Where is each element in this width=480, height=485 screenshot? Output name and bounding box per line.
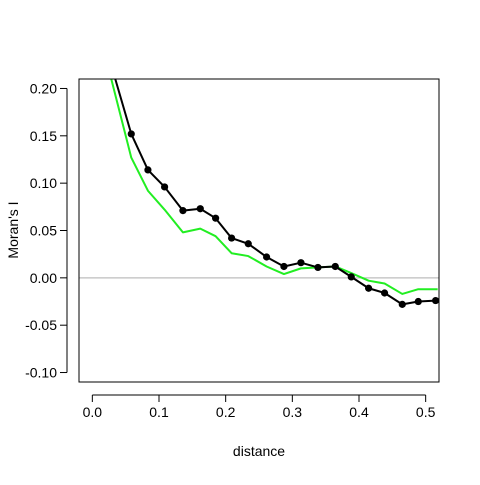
series-point-0-6: [212, 214, 220, 222]
series-point-0-8: [244, 240, 252, 248]
x-tick-label-5: 0.5: [416, 404, 436, 420]
y-tick-label-1: -0.05: [25, 317, 57, 333]
series-point-0-19: [432, 296, 439, 305]
series-point-0-9: [263, 253, 271, 261]
y-tick-label-4: 0.10: [30, 175, 57, 191]
series-point-0-4: [179, 207, 187, 215]
series-point-0-17: [398, 300, 406, 308]
series-point-0-14: [347, 273, 355, 281]
y-axis-title: Moran's I: [5, 201, 21, 258]
x-tick-label-3: 0.3: [283, 404, 303, 420]
series-line-1: [110, 79, 438, 295]
x-axis-title: distance: [233, 443, 285, 459]
y-tick-label-2: 0.00: [30, 270, 57, 286]
series-point-0-11: [297, 259, 305, 267]
series-point-0-2: [144, 166, 152, 174]
axes-group: 0.0 0.1 0.2 0.3 0.4 0.5 -0.10 -0.05 0.00 0.05 0.10…: [25, 80, 436, 420]
y-tick-label-6: 0.20: [30, 80, 57, 96]
series-point-0-5: [196, 205, 204, 213]
series-point-0-15: [365, 284, 373, 292]
series-point-0-7: [228, 234, 236, 242]
series-point-0-3: [161, 183, 169, 191]
x-tick-label-1: 0.1: [149, 404, 169, 420]
plot-frame-group: [78, 78, 440, 383]
series-point-0-10: [280, 262, 288, 271]
series-group: [110, 79, 439, 308]
x-tick-label-4: 0.4: [349, 404, 369, 420]
x-tick-label-0: 0.0: [83, 404, 103, 420]
y-tick-label-3: 0.05: [30, 223, 57, 239]
series-point-0-18: [414, 297, 422, 306]
series-point-0-1: [127, 130, 135, 138]
x-tick-label-2: 0.2: [216, 404, 236, 420]
y-tick-label-5: 0.15: [30, 128, 57, 144]
plot-frame: [78, 78, 440, 383]
series-point-0-12: [314, 263, 322, 272]
series-point-0-13: [331, 262, 339, 271]
y-tick-label-0: -0.10: [25, 365, 57, 381]
series-point-0-16: [381, 289, 389, 297]
